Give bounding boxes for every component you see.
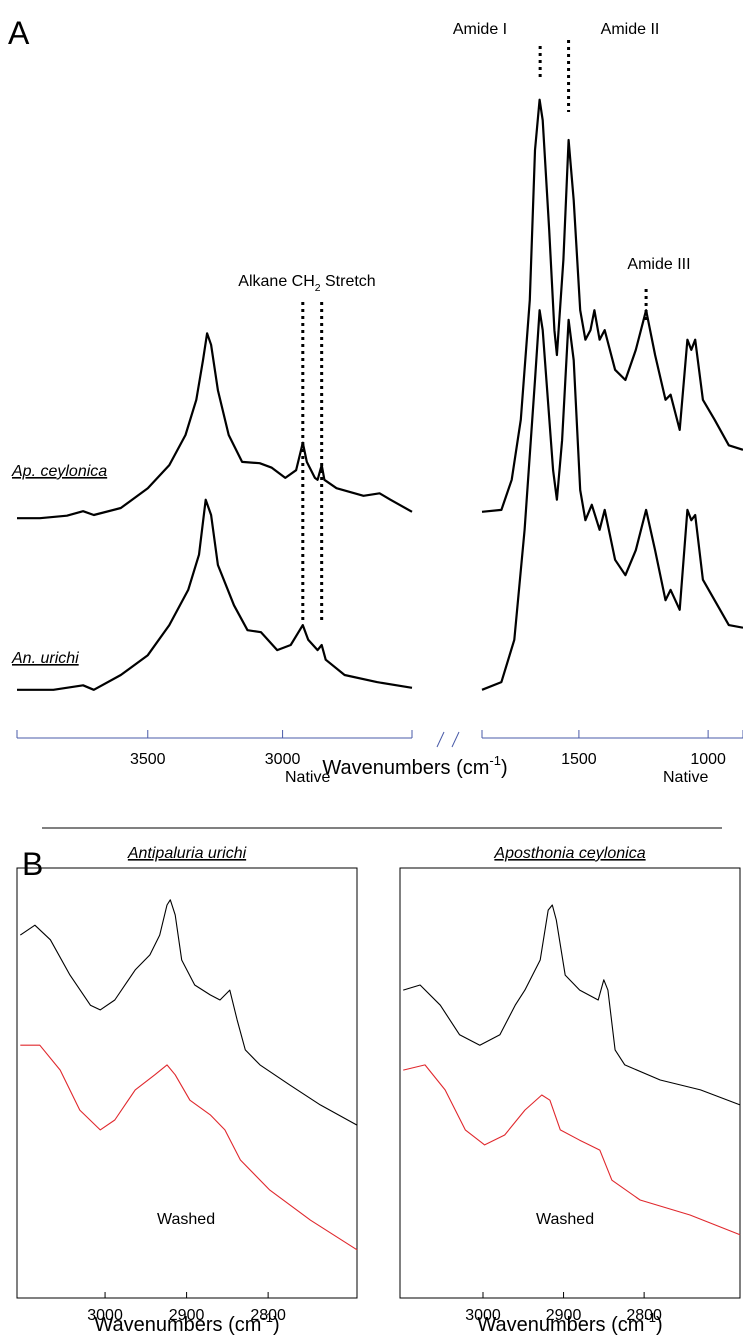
- x-tick-label: 3000: [87, 1307, 123, 1324]
- x-axis-label-part: Wavenumbers (cm: [477, 1314, 644, 1336]
- annotation-label: Amide II: [601, 21, 660, 38]
- plot-frame: [399, 867, 741, 1299]
- spectrum-line: [20, 1044, 358, 1251]
- series-label: Washed: [157, 1211, 215, 1228]
- x-tick-label: 3500: [130, 751, 166, 768]
- x-tick-label: 1000: [690, 751, 726, 768]
- x-axis-label: Wavenumbers (cm-1): [477, 1310, 662, 1336]
- x-tick-label: 3000: [465, 1307, 501, 1324]
- spectrum-line: [17, 498, 413, 691]
- x-axis-label-part: Wavenumbers (cm: [322, 757, 489, 779]
- panel-title: Aposthonia ceylonica: [493, 845, 645, 862]
- annotation-label-sub: 2: [315, 283, 321, 294]
- x-tick-label: 3000: [265, 751, 301, 768]
- annotation-label: Alkane CH2 Stretch: [238, 273, 375, 294]
- annotation-label-part: Alkane CH: [238, 273, 314, 290]
- series-label: Native: [285, 769, 330, 786]
- plot-frame: [16, 867, 358, 1299]
- series-label: Washed: [536, 1211, 594, 1228]
- spectrum-line: [403, 904, 741, 1106]
- x-tick-label: 2800: [250, 1307, 286, 1324]
- spectrum-line: [481, 98, 743, 513]
- series-label: An. urichi: [11, 650, 79, 667]
- annotation-label: Amide I: [453, 21, 507, 38]
- panel-title: Antipaluria urichi: [127, 845, 247, 862]
- annotation-label: Amide III: [627, 256, 690, 273]
- x-tick-label: 2900: [546, 1307, 582, 1324]
- annotation-label-part: Stretch: [321, 273, 376, 290]
- x-tick-label: 2900: [169, 1307, 205, 1324]
- axis-break: [451, 731, 460, 748]
- x-tick-label: 2800: [626, 1307, 662, 1324]
- series-label: Ap. ceylonica: [11, 463, 107, 480]
- spectrum-line: [481, 309, 743, 691]
- spectrum-line: [403, 1064, 741, 1236]
- x-tick-label: 1500: [561, 751, 597, 768]
- panel-label: A: [8, 15, 30, 51]
- x-axis-label: Wavenumbers (cm-1): [322, 753, 507, 779]
- spectrum-line: [19, 899, 358, 1126]
- x-axis-label-sup: -1: [644, 1310, 656, 1325]
- x-axis-label-part: ): [501, 757, 508, 779]
- x-axis-label-sup: -1: [489, 753, 501, 768]
- x-axis-label-sup: -1: [261, 1310, 273, 1325]
- panel-label: B: [22, 846, 43, 882]
- x-axis-label: Wavenumbers (cm-1): [94, 1310, 279, 1336]
- x-axis-label-part: ): [273, 1314, 280, 1336]
- x-axis-label-part: Wavenumbers (cm: [94, 1314, 261, 1336]
- spectrum-line: [17, 332, 413, 520]
- x-axis-label-part: ): [656, 1314, 663, 1336]
- series-label: Native: [663, 769, 708, 786]
- axis-break: [436, 731, 445, 748]
